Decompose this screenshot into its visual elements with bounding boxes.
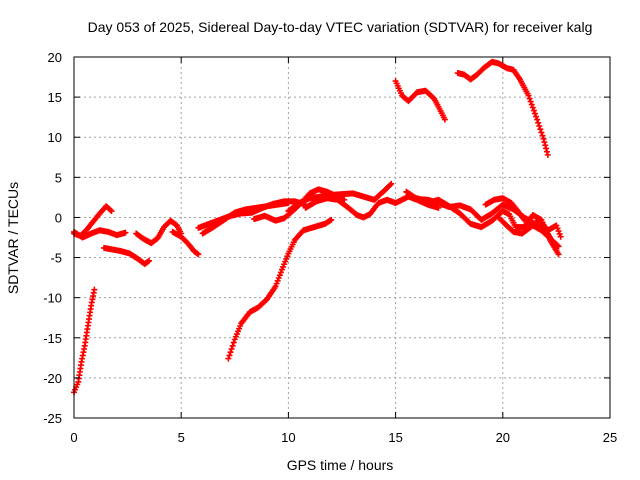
data-point xyxy=(229,342,236,349)
data-point xyxy=(230,339,237,346)
y-tick-label: -25 xyxy=(43,411,62,426)
data-point xyxy=(538,129,545,136)
data-point xyxy=(276,272,283,279)
data-point xyxy=(388,180,395,187)
series-arc-14 xyxy=(454,58,551,158)
y-tick-label: -5 xyxy=(50,251,62,266)
data-point xyxy=(272,283,279,290)
data-point xyxy=(328,216,335,223)
series-arc-16 xyxy=(414,195,562,258)
data-point xyxy=(226,352,233,359)
series-arc-5 xyxy=(169,228,202,258)
data-point xyxy=(275,275,282,282)
series-arc-8 xyxy=(195,198,309,231)
data-point xyxy=(531,110,538,117)
series-arc-17 xyxy=(482,195,562,250)
y-axis-title: SDTVAR / TECUs xyxy=(5,182,21,294)
data-point xyxy=(273,280,280,287)
data-point xyxy=(529,104,536,111)
data-point xyxy=(277,269,284,276)
data-point xyxy=(554,225,561,232)
series-arc-9 xyxy=(225,216,335,362)
data-point xyxy=(195,251,202,258)
series-arc-4 xyxy=(133,217,185,247)
data-point xyxy=(441,116,448,123)
data-point xyxy=(146,257,153,264)
x-tick-label: 20 xyxy=(496,430,510,445)
data-point xyxy=(528,101,535,108)
series-arc-18 xyxy=(495,214,564,240)
x-axis-title: GPS time / hours xyxy=(287,457,394,473)
plot-frame xyxy=(73,56,611,419)
data-point xyxy=(537,126,544,133)
data-point xyxy=(108,208,115,215)
data-point xyxy=(527,98,534,105)
data-point xyxy=(430,94,437,101)
data-markers xyxy=(71,58,564,396)
x-tick-label: 0 xyxy=(70,430,77,445)
data-point xyxy=(225,355,232,362)
data-point xyxy=(540,135,547,142)
data-point xyxy=(554,242,561,249)
data-point xyxy=(525,92,532,99)
data-point xyxy=(534,116,541,123)
series-arc-2 xyxy=(71,227,129,241)
data-point xyxy=(544,151,551,158)
data-point xyxy=(536,122,543,129)
data-point xyxy=(555,251,562,258)
y-tick-label: -10 xyxy=(43,291,62,306)
y-tick-label: 0 xyxy=(55,210,62,225)
data-point xyxy=(557,233,564,240)
series-arc-13 xyxy=(392,78,448,123)
chart-title: Day 053 of 2025, Sidereal Day-to-day VTE… xyxy=(88,19,593,35)
y-tick-label: -15 xyxy=(43,331,62,346)
y-tick-label: -20 xyxy=(43,371,62,386)
data-point xyxy=(553,222,560,229)
data-point xyxy=(274,277,281,284)
data-point xyxy=(107,207,114,214)
x-tick-label: 25 xyxy=(603,430,617,445)
data-point xyxy=(533,113,540,120)
y-tick-label: 15 xyxy=(48,90,62,105)
data-point xyxy=(194,250,201,257)
data-point xyxy=(555,228,562,235)
y-tick-label: 5 xyxy=(55,170,62,185)
data-point xyxy=(542,142,549,149)
data-point xyxy=(555,243,562,250)
series-arc-11 xyxy=(285,180,395,215)
data-point xyxy=(144,258,151,265)
series-arc-3 xyxy=(101,244,153,267)
x-tick-label: 5 xyxy=(178,430,185,445)
series-arc-6 xyxy=(71,286,98,396)
y-tick-label: 20 xyxy=(48,50,62,65)
data-point xyxy=(535,119,542,126)
data-point xyxy=(228,346,235,353)
data-point xyxy=(526,95,533,102)
y-tick-label: 10 xyxy=(48,130,62,145)
x-tick-label: 15 xyxy=(388,430,402,445)
data-point xyxy=(543,145,550,152)
x-tick-label: 10 xyxy=(281,430,295,445)
axis-ticks: 0 5 10 15 20 25 -25 -20 -15 -10 -5 0 5 10 15 20 xyxy=(43,50,617,445)
data-point xyxy=(387,181,394,188)
grid-lines xyxy=(74,57,610,418)
data-point xyxy=(556,230,563,237)
data-point xyxy=(539,132,546,139)
data-point xyxy=(91,286,98,293)
data-point xyxy=(541,139,548,146)
data-point xyxy=(227,349,234,356)
data-point xyxy=(543,148,550,155)
data-point xyxy=(122,229,129,236)
data-point xyxy=(530,107,537,114)
